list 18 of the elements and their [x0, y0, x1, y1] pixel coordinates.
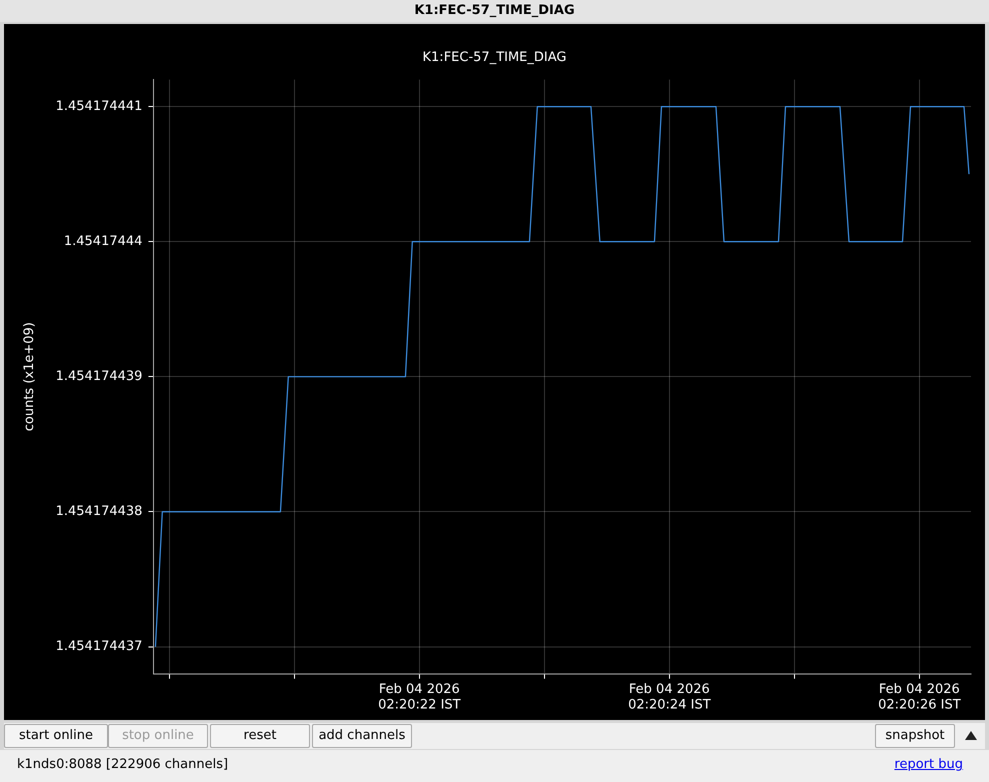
- text: report bug: [894, 757, 963, 772]
- x-tick-label: Feb 04 2026 02:20:22 IST: [378, 682, 461, 713]
- text: reset: [210, 724, 310, 748]
- y-tick-label: 1.454174437: [56, 639, 142, 654]
- text: k1nds0:8088 [222906 channels]: [17, 757, 228, 772]
- y-tick-label: 1.454174441: [56, 98, 142, 114]
- text: snapshot: [875, 724, 955, 748]
- y-axis-title: counts (x1e+09): [22, 322, 38, 432]
- text: add channels: [312, 724, 412, 748]
- x-tick-label: Feb 04 2026 02:20:26 IST: [878, 682, 961, 713]
- text: stop online: [108, 724, 208, 748]
- y-tick-label: 1.45417444: [64, 234, 142, 250]
- x-tick-label: Feb 04 2026 02:20:24 IST: [628, 682, 711, 713]
- text: start online: [4, 724, 108, 748]
- chart-title: K1:FEC-57_TIME_DIAG: [422, 50, 566, 66]
- text: K1:FEC-57_TIME_DIAG: [0, 0, 989, 22]
- y-tick-label: 1.454174439: [56, 369, 142, 384]
- y-tick-label: 1.454174438: [56, 504, 142, 520]
